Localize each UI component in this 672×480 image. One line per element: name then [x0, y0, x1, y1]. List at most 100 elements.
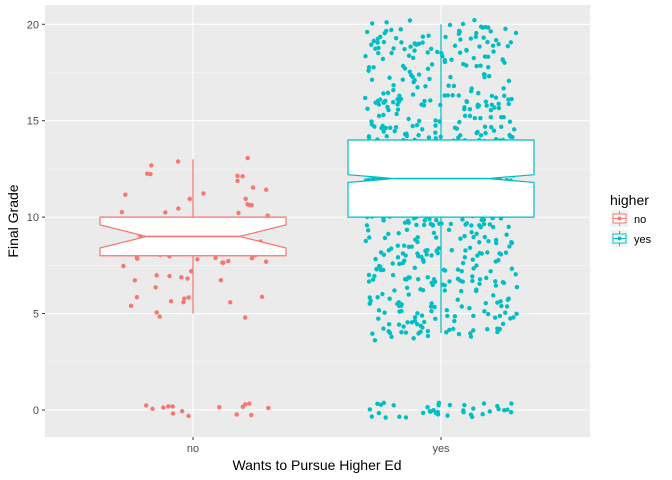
data-point	[505, 407, 510, 412]
data-point	[467, 245, 473, 251]
data-point	[373, 100, 378, 105]
data-point	[445, 413, 450, 418]
data-point	[399, 302, 404, 307]
data-point	[395, 255, 401, 260]
data-point	[485, 250, 490, 255]
data-point	[462, 233, 467, 239]
data-point	[446, 83, 451, 88]
data-point	[456, 31, 462, 37]
data-point	[181, 299, 186, 305]
data-point	[157, 314, 162, 319]
data-point	[462, 402, 467, 408]
data-point	[450, 93, 455, 98]
data-point	[412, 265, 418, 271]
data-point	[410, 92, 416, 97]
data-point	[493, 283, 499, 288]
data-point	[386, 107, 391, 113]
data-point	[390, 99, 396, 105]
data-point	[399, 308, 404, 314]
data-point	[380, 291, 385, 297]
data-point	[247, 401, 252, 406]
data-point	[487, 409, 493, 414]
data-point	[503, 310, 508, 315]
data-point	[513, 30, 519, 36]
data-point	[485, 54, 491, 59]
data-point	[474, 30, 479, 36]
data-point	[502, 93, 507, 98]
data-point	[474, 263, 479, 268]
data-point	[476, 90, 481, 96]
data-point	[179, 409, 185, 414]
data-point	[422, 98, 427, 104]
data-point	[428, 46, 434, 52]
data-point	[410, 123, 415, 129]
data-point	[123, 192, 128, 197]
data-point	[484, 275, 489, 281]
data-point	[381, 218, 386, 223]
data-point	[499, 303, 504, 309]
data-point	[182, 296, 187, 301]
data-point	[395, 107, 401, 112]
data-point	[460, 217, 465, 222]
data-point	[454, 126, 460, 131]
data-point	[378, 267, 384, 273]
data-point	[470, 274, 475, 279]
data-point	[391, 403, 396, 408]
data-point	[507, 132, 512, 138]
data-point	[376, 113, 382, 119]
data-point	[469, 223, 474, 228]
data-point	[382, 235, 388, 241]
data-point	[452, 318, 457, 324]
data-point	[429, 253, 434, 258]
data-point	[416, 72, 422, 77]
data-point	[393, 35, 399, 41]
data-point	[390, 272, 396, 278]
data-point	[401, 324, 406, 329]
data-point	[488, 114, 494, 120]
y-axis: 0 5 10 15 20	[27, 19, 45, 417]
y-axis-title: Final Grade	[5, 184, 21, 257]
data-point	[403, 277, 408, 282]
data-point	[418, 287, 423, 292]
data-point	[435, 49, 440, 55]
data-point	[513, 272, 518, 277]
data-point	[403, 330, 409, 335]
data-point	[389, 27, 394, 33]
data-point	[433, 130, 438, 135]
data-point	[410, 74, 415, 79]
data-point	[488, 108, 494, 113]
data-point	[488, 29, 493, 34]
data-point	[482, 234, 488, 240]
data-point	[463, 248, 468, 253]
data-point	[392, 288, 397, 293]
data-point	[416, 133, 421, 138]
data-point	[412, 41, 418, 47]
data-point	[388, 125, 393, 130]
data-point	[426, 135, 432, 140]
data-point	[407, 275, 412, 280]
data-point	[119, 210, 125, 215]
data-point	[505, 44, 511, 49]
data-point	[404, 285, 410, 291]
data-point	[464, 99, 470, 105]
data-point	[461, 408, 466, 413]
data-point	[420, 34, 426, 39]
data-point	[425, 66, 431, 72]
data-point	[381, 400, 387, 406]
data-point	[153, 285, 158, 290]
data-point	[495, 403, 500, 409]
data-point	[471, 406, 476, 411]
x-tick-label: yes	[432, 443, 450, 455]
data-point	[416, 41, 422, 46]
data-point	[417, 118, 422, 124]
data-point	[409, 244, 415, 249]
data-point	[485, 39, 490, 45]
data-point	[373, 256, 378, 262]
data-point	[487, 73, 492, 79]
data-point	[240, 174, 245, 179]
data-point	[430, 223, 436, 228]
data-point	[380, 56, 386, 62]
data-point	[486, 311, 491, 317]
data-point	[482, 309, 487, 314]
data-point	[492, 105, 497, 110]
